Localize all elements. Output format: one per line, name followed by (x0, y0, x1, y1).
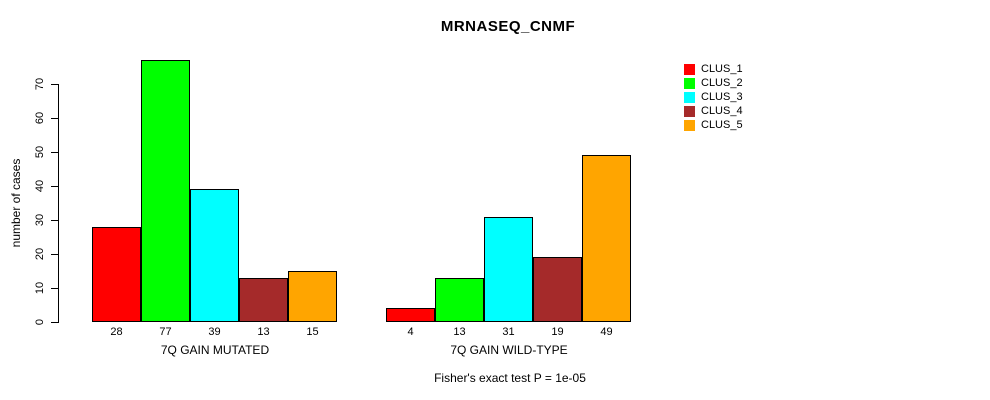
group-label: 7Q GAIN WILD-TYPE (450, 343, 568, 357)
chart-title: MRNASEQ_CNMF (440, 18, 576, 35)
y-tick-label: 50 (34, 145, 46, 159)
bar-clus_3 (484, 217, 533, 322)
bar-value-label: 39 (208, 326, 221, 338)
legend-entry: CLUS_5 (684, 118, 743, 132)
bar-value-label: 77 (159, 326, 172, 338)
legend-swatch-icon (684, 77, 695, 89)
y-tick-label: 60 (34, 111, 46, 125)
legend-label: CLUS_4 (701, 105, 743, 117)
bar-clus_2 (141, 60, 190, 322)
group-label: 7Q GAIN MUTATED (160, 343, 270, 357)
bar-value-label: 15 (306, 326, 319, 338)
legend-entry: CLUS_3 (684, 90, 743, 104)
bar-value-label: 19 (551, 326, 564, 338)
legend: CLUS_1 CLUS_2 CLUS_3 CLUS_4 CLUS_5 (684, 62, 743, 132)
bar-value-label: 49 (600, 326, 613, 338)
bar-clus_2 (435, 278, 484, 322)
legend-swatch-icon (684, 63, 695, 75)
y-tick-label: 10 (34, 281, 46, 295)
y-tick-mark (51, 152, 58, 153)
bar-value-label: 13 (453, 326, 466, 338)
legend-entry: CLUS_1 (684, 62, 743, 76)
y-tick-label: 70 (34, 77, 46, 91)
legend-swatch-icon (684, 91, 695, 103)
bar-value-label: 28 (110, 326, 123, 338)
legend-label: CLUS_2 (701, 77, 743, 89)
legend-label: CLUS_3 (701, 91, 743, 103)
y-tick-label: 40 (34, 179, 46, 193)
legend-swatch-icon (684, 105, 695, 117)
bar-clus_4 (239, 278, 288, 322)
fisher-test-footnote: Fisher's exact test P = 1e-05 (434, 371, 586, 385)
bar-clus_5 (582, 155, 631, 322)
y-tick-mark (51, 84, 58, 85)
y-tick-mark (51, 118, 58, 119)
bar-clus_1 (92, 227, 141, 322)
y-tick-mark (51, 254, 58, 255)
y-tick-label: 0 (34, 318, 46, 326)
y-axis-title: number of cases (9, 158, 23, 248)
bar-clus_1 (386, 308, 435, 322)
legend-swatch-icon (684, 119, 695, 131)
bar-value-label: 4 (407, 326, 414, 338)
bar-clus_4 (533, 257, 582, 322)
bar-clus_3 (190, 189, 239, 322)
legend-label: CLUS_5 (701, 119, 743, 131)
legend-label: CLUS_1 (701, 63, 743, 75)
bar-value-label: 31 (502, 326, 515, 338)
y-axis-line (58, 84, 59, 323)
y-tick-mark (51, 288, 58, 289)
y-tick-mark (51, 220, 58, 221)
legend-entry: CLUS_2 (684, 76, 743, 90)
legend-entry: CLUS_4 (684, 104, 743, 118)
y-tick-label: 30 (34, 213, 46, 227)
bar-value-label: 13 (257, 326, 270, 338)
y-tick-label: 20 (34, 247, 46, 261)
y-tick-mark (51, 186, 58, 187)
y-tick-mark (51, 322, 58, 323)
bar-clus_5 (288, 271, 337, 322)
